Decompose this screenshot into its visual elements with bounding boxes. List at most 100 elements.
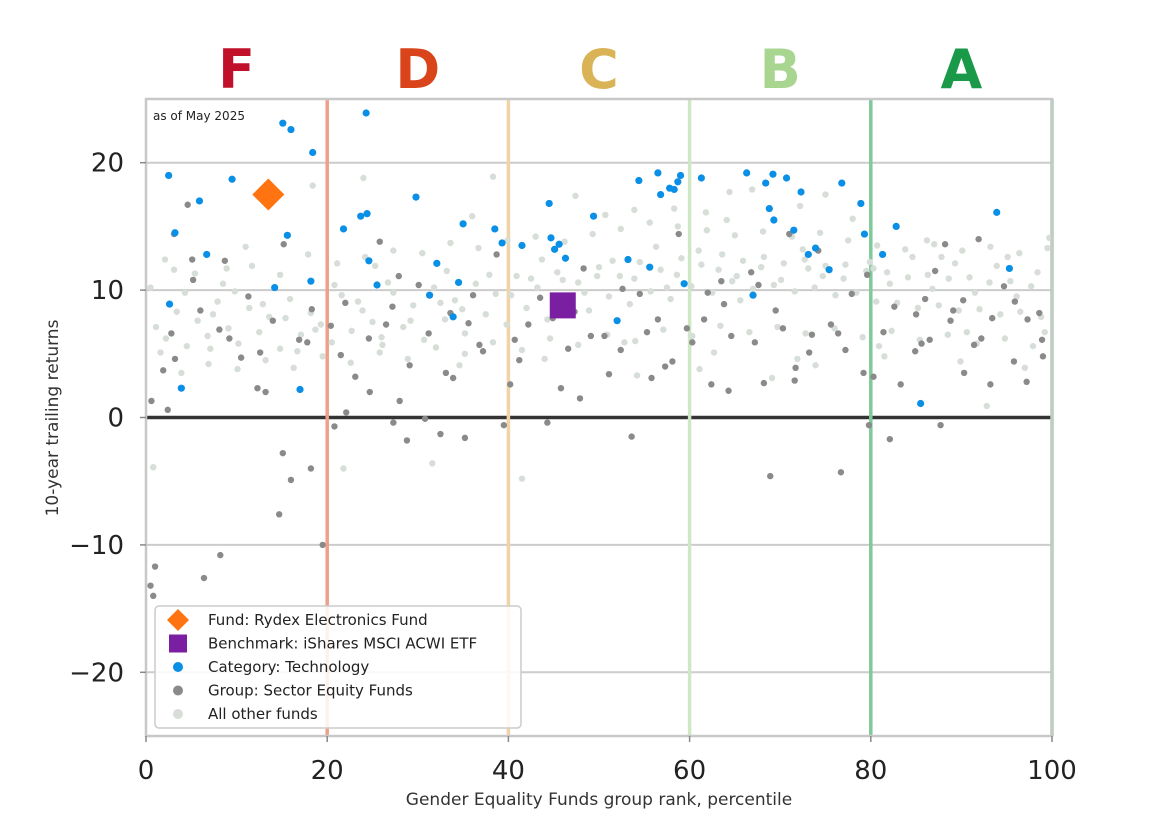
- point-all-other-funds-71: [749, 285, 757, 293]
- series-benchmark-ishares-msci-acwi-etf: [549, 292, 576, 319]
- point-all-other-funds-224: [294, 348, 301, 355]
- point-category-technology-55: [797, 188, 805, 196]
- point-category-technology-20: [412, 193, 420, 201]
- point-group-sector-equity-funds-77: [805, 349, 813, 356]
- point-all-other-funds-57: [605, 293, 613, 300]
- point-category-technology-44: [676, 171, 685, 180]
- point-group-sector-equity-funds-101: [921, 295, 929, 303]
- point-all-other-funds-188: [737, 297, 744, 304]
- point-category-technology-22: [433, 259, 441, 267]
- point-category-technology-54: [790, 226, 798, 234]
- point-group-sector-equity-funds-137: [619, 285, 626, 293]
- point-all-other-funds-29: [317, 321, 325, 328]
- series-fund-rydex-electronics-fund: [252, 178, 285, 211]
- point-all-other-funds-167: [231, 288, 238, 295]
- point-all-other-funds-197: [929, 285, 936, 293]
- point-category-technology-10: [287, 125, 295, 134]
- point-all-other-funds-223: [207, 345, 214, 352]
- point-all-other-funds-152: [888, 327, 895, 335]
- grade-label-c: C: [579, 38, 619, 101]
- point-all-other-funds-83: [873, 298, 880, 305]
- point-all-other-funds-91: [955, 307, 962, 314]
- point-all-other-funds-48: [513, 272, 520, 280]
- point-all-other-funds-159: [987, 243, 994, 250]
- point-group-sector-equity-funds-103: [449, 374, 457, 382]
- point-category-technology-52: [770, 216, 778, 224]
- point-all-other-funds-110: [290, 364, 297, 372]
- point-group-sector-equity-funds-53: [525, 321, 532, 328]
- point-group-sector-equity-funds-100: [760, 379, 768, 387]
- point-all-other-funds-217: [663, 284, 671, 291]
- point-group-sector-equity-funds-145: [476, 341, 483, 349]
- x-tick-label-0: 0: [138, 756, 155, 786]
- point-group-sector-equity-funds-63: [950, 307, 957, 314]
- point-category-technology-30: [547, 234, 555, 242]
- point-group-sector-equity-funds-15: [287, 476, 295, 484]
- point-all-other-funds-236: [602, 211, 609, 219]
- point-group-sector-equity-funds-58: [751, 339, 759, 346]
- fund-point: [252, 178, 285, 211]
- x-tick-label-80: 80: [854, 756, 887, 786]
- legend-item-fund-rydex-electronics-fund: Fund: Rydex Electronics Fund: [167, 609, 428, 631]
- point-group-sector-equity-funds-75: [669, 358, 676, 365]
- point-all-other-funds-6: [518, 475, 526, 482]
- point-category-technology-60: [857, 199, 865, 208]
- point-category-technology-21: [425, 291, 434, 299]
- point-group-sector-equity-funds-66: [1038, 336, 1046, 343]
- point-all-other-funds-94: [986, 279, 993, 286]
- point-all-other-funds-202: [1034, 269, 1041, 276]
- point-group-sector-equity-funds-99: [557, 384, 565, 392]
- point-group-sector-equity-funds-32: [886, 435, 894, 443]
- point-category-technology-64: [917, 399, 925, 408]
- point-category-technology-33: [561, 254, 570, 262]
- point-category-technology-7: [271, 283, 279, 292]
- benchmark-point: [549, 292, 576, 319]
- point-group-sector-equity-funds-134: [683, 325, 691, 332]
- point-category-technology-11: [296, 385, 304, 394]
- point-group-sector-equity-funds-36: [786, 230, 793, 238]
- point-group-sector-equity-funds-132: [755, 281, 762, 289]
- point-all-other-funds-185: [673, 271, 681, 279]
- point-all-other-funds-55: [585, 307, 593, 314]
- point-category-technology-40: [657, 190, 665, 199]
- point-all-other-funds-219: [805, 265, 812, 272]
- point-all-other-funds-214: [443, 267, 450, 275]
- point-group-sector-equity-funds-127: [366, 388, 373, 396]
- point-category-technology-13: [307, 277, 315, 285]
- x-tick-label-100: 100: [1027, 756, 1077, 786]
- point-all-other-funds-26: [286, 295, 294, 303]
- point-category-technology-50: [765, 204, 773, 213]
- point-group-sector-equity-funds-126: [1010, 358, 1018, 365]
- point-all-other-funds-239: [796, 202, 804, 210]
- as-of-note: as of May 2025: [153, 109, 245, 123]
- point-all-other-funds-232: [963, 328, 971, 336]
- point-all-other-funds-222: [1004, 253, 1011, 261]
- point-group-sector-equity-funds-119: [960, 297, 967, 304]
- point-all-other-funds-98: [1027, 283, 1035, 290]
- point-all-other-funds-177: [486, 271, 493, 279]
- point-all-other-funds-205: [768, 374, 776, 382]
- point-all-other-funds-56: [595, 263, 603, 271]
- legend-item-benchmark-ishares-msci-acwi-etf: Benchmark: iShares MSCI ACWI ETF: [169, 634, 477, 653]
- point-all-other-funds-209: [1021, 364, 1029, 372]
- point-category-technology-23: [449, 313, 457, 321]
- point-category-technology-42: [670, 185, 678, 194]
- point-category-technology-0: [165, 171, 173, 180]
- point-all-other-funds-13: [152, 323, 160, 331]
- point-all-other-funds-119: [419, 249, 426, 257]
- point-all-other-funds-211: [170, 266, 178, 273]
- point-group-sector-equity-funds-87: [245, 293, 252, 300]
- point-all-other-funds-107: [248, 262, 256, 270]
- point-category-technology-43: [674, 178, 682, 186]
- point-all-other-funds-14: [162, 335, 170, 342]
- point-category-technology-6: [228, 175, 236, 183]
- point-all-other-funds-105: [219, 280, 227, 287]
- point-all-other-funds-139: [703, 227, 711, 234]
- x-axis-label: Gender Equality Funds group rank, percen…: [406, 790, 792, 810]
- point-all-other-funds-40: [430, 284, 438, 291]
- point-all-other-funds-169: [282, 314, 289, 322]
- point-group-sector-equity-funds-7: [189, 256, 196, 263]
- point-all-other-funds-172: [354, 298, 362, 305]
- point-all-other-funds-147: [816, 229, 824, 236]
